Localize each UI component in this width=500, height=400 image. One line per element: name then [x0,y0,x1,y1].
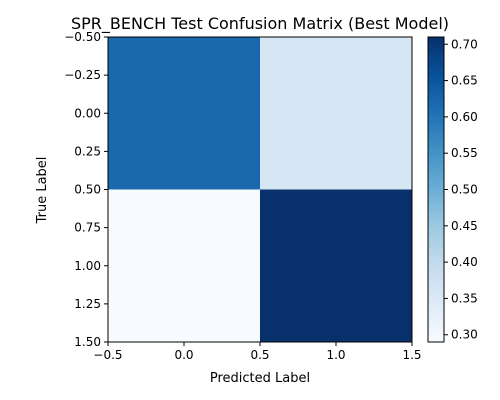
x-tick-label: 0.0 [174,348,193,362]
y-axis-ticks: −0.50 −0.25 0.00 0.25 0.50 0.75 1.00 1.25 1.50 [64,30,108,349]
colorbar [427,36,445,343]
colorbar-tick-label: 0.60 [451,110,478,124]
colorbar-tick-label: 0.55 [451,146,478,160]
x-tick-label: 1.5 [402,348,421,362]
x-tick-label: 1.0 [326,348,345,362]
heatmap-cell [260,37,412,190]
heatmap-cells [108,37,412,342]
y-tick-label: 0.00 [74,106,101,120]
heatmap-cell [260,189,412,342]
x-tick-label: −0.5 [93,348,122,362]
chart-title: SPR_BENCH Test Confusion Matrix (Best Mo… [71,14,449,34]
colorbar-ticks: 0.30 0.35 0.40 0.45 0.50 0.55 0.60 0.65 0.70 [444,37,478,342]
y-tick-label: 1.00 [74,259,101,273]
heatmap-cell [108,37,260,190]
colorbar-tick-label: 0.50 [451,183,478,197]
x-axis-ticks: −0.5 0.0 0.5 1.0 1.5 [93,342,422,362]
colorbar-tick-label: 0.30 [451,328,478,342]
colorbar-tick-label: 0.35 [451,291,478,305]
colorbar-tick-label: 0.40 [451,255,478,269]
y-axis-label: True Label [35,157,50,225]
y-tick-label: 1.25 [74,297,101,311]
y-tick-label: 0.50 [74,183,101,197]
y-tick-label: −0.50 [64,30,101,44]
y-tick-label: 0.75 [74,221,101,235]
colorbar-tick-label: 0.45 [451,219,478,233]
y-tick-label: 1.50 [74,335,101,349]
y-tick-label: 0.25 [74,144,101,158]
x-tick-label: 0.5 [250,348,269,362]
y-tick-label: −0.25 [64,68,101,82]
colorbar-tick-label: 0.65 [451,74,478,88]
heatmap-cell [108,189,260,342]
colorbar-tick-label: 0.70 [451,37,478,51]
x-axis-label: Predicted Label [210,371,310,386]
